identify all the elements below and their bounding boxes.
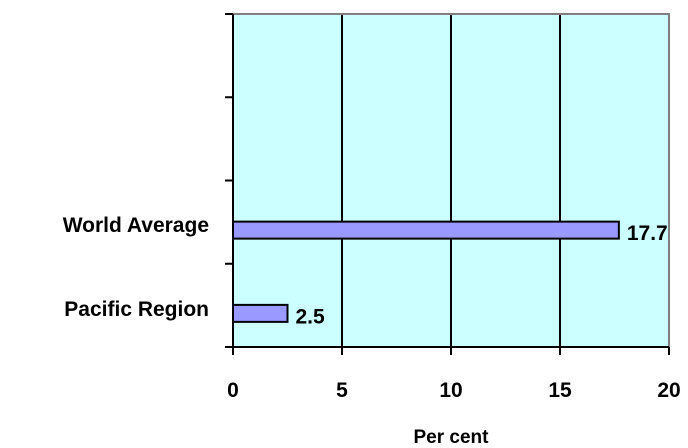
bar-0	[232, 220, 620, 240]
data-label-0: 17.7	[627, 222, 668, 245]
axes: 0 5 10 15 20	[225, 13, 681, 402]
category-label-pacific-region: Pacific Region	[64, 298, 209, 321]
bar-1	[232, 303, 289, 323]
x-tick-label-1: 5	[336, 379, 348, 402]
x-tick-label-0: 0	[227, 379, 239, 402]
x-tick-label-3: 15	[548, 379, 572, 402]
category-label-world-average: World Average	[63, 214, 209, 237]
x-tick-label-4: 20	[657, 379, 680, 402]
x-axis-title: Per cent	[414, 427, 490, 448]
labels: 17.7 2.5	[296, 222, 668, 328]
data-label-1: 2.5	[296, 305, 326, 328]
gridlines	[341, 14, 561, 347]
x-tick-label-2: 10	[439, 379, 462, 402]
bars	[232, 220, 620, 323]
